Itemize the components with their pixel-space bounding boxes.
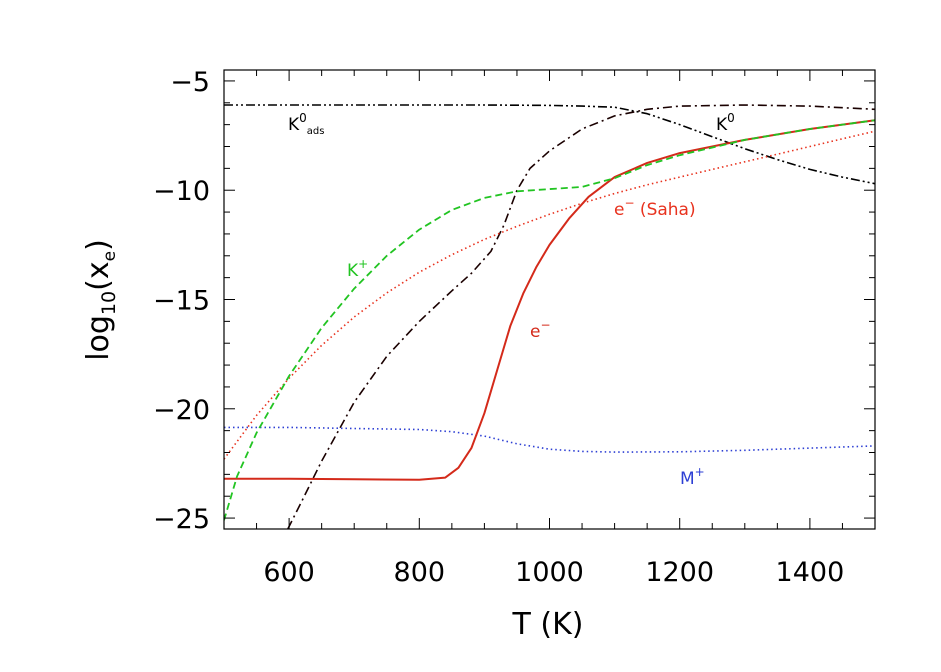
y-axis-title-sub: 10 [98,291,120,315]
y-tick-label: −10 [153,176,210,207]
series-line-k- [224,119,875,521]
label-m-plus-main: M [680,469,695,489]
series-line-e-saha- [224,130,875,460]
label-e-saha-sup: − [624,196,634,210]
label-k-plus-main: K [347,261,359,281]
y-tick-label: −20 [153,395,210,426]
x-tick-label: 1400 [776,557,845,588]
label-k0ads-main: K [288,115,300,135]
x-tick-label: 1000 [515,557,584,588]
series-line-m- [224,426,875,453]
y-tick-label: −5 [170,67,210,98]
label-e-saha: e− (Saha) [614,196,696,220]
label-e-minus-main: e [530,322,540,342]
label-e-saha-main: e [614,200,624,220]
label-m-plus-sup: + [695,465,705,479]
svg-text:log10(xe): log10(xe) [81,239,120,361]
label-k0-sup: 0 [727,111,735,125]
label-m-plus: M+ [680,465,705,489]
label-e-minus: e− [530,318,551,342]
series-layer [224,104,875,529]
y-axis-title-var-sub: e [100,251,120,261]
series-line-e- [224,119,875,481]
label-e-minus-sup: − [540,318,550,332]
label-k0ads-sub: ads [307,126,325,137]
series-line-k0 [287,104,875,529]
x-axis-title: T (K) [512,607,584,642]
y-axis-title-open: ( [81,279,116,291]
label-k-plus: K+ [347,257,368,281]
label-k-plus-sup: + [358,257,368,271]
label-k0ads-sup: 0 [299,111,307,125]
ticks-layer: 600 800 1000 1200 1400 −25 −20 −15 −10 −5 [153,67,876,588]
x-tick-label: 600 [263,557,315,588]
y-axis-title-var: x [81,261,116,279]
label-e-saha-rest: (Saha) [635,200,696,220]
y-axis-title-close: ) [81,239,116,251]
label-k0: K0 [716,111,735,135]
y-tick-label: −25 [153,504,210,535]
y-tick-label: −15 [153,286,210,317]
series-line-k0ads [224,104,875,185]
label-k0ads: K0ads [288,111,324,137]
y-axis-title: log10(xe) [81,239,120,361]
label-k0-main: K [716,115,728,135]
x-tick-label: 800 [394,557,446,588]
x-tick-label: 1200 [645,557,714,588]
y-axis-title-main: log [81,315,116,361]
